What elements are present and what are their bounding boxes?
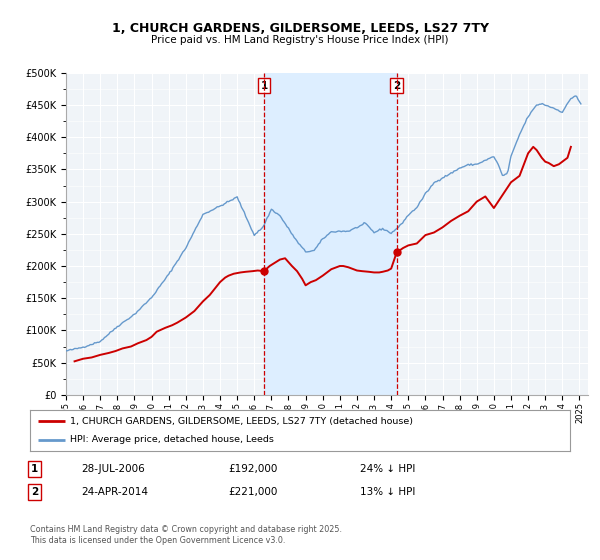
Text: 1, CHURCH GARDENS, GILDERSOME, LEEDS, LS27 7TY (detached house): 1, CHURCH GARDENS, GILDERSOME, LEEDS, LS…	[71, 417, 413, 426]
Text: 24-APR-2014: 24-APR-2014	[81, 487, 148, 497]
Text: £192,000: £192,000	[228, 464, 277, 474]
Text: 1: 1	[260, 81, 268, 91]
Text: £221,000: £221,000	[228, 487, 277, 497]
Text: 1: 1	[31, 464, 38, 474]
Text: 2: 2	[393, 81, 400, 91]
Text: 13% ↓ HPI: 13% ↓ HPI	[360, 487, 415, 497]
Text: 24% ↓ HPI: 24% ↓ HPI	[360, 464, 415, 474]
Text: 1, CHURCH GARDENS, GILDERSOME, LEEDS, LS27 7TY: 1, CHURCH GARDENS, GILDERSOME, LEEDS, LS…	[112, 22, 488, 35]
Text: Contains HM Land Registry data © Crown copyright and database right 2025.
This d: Contains HM Land Registry data © Crown c…	[30, 525, 342, 545]
Text: 2: 2	[31, 487, 38, 497]
Bar	[264, 73, 397, 395]
Text: Price paid vs. HM Land Registry's House Price Index (HPI): Price paid vs. HM Land Registry's House …	[151, 35, 449, 45]
Text: 28-JUL-2006: 28-JUL-2006	[81, 464, 145, 474]
Text: HPI: Average price, detached house, Leeds: HPI: Average price, detached house, Leed…	[71, 436, 274, 445]
